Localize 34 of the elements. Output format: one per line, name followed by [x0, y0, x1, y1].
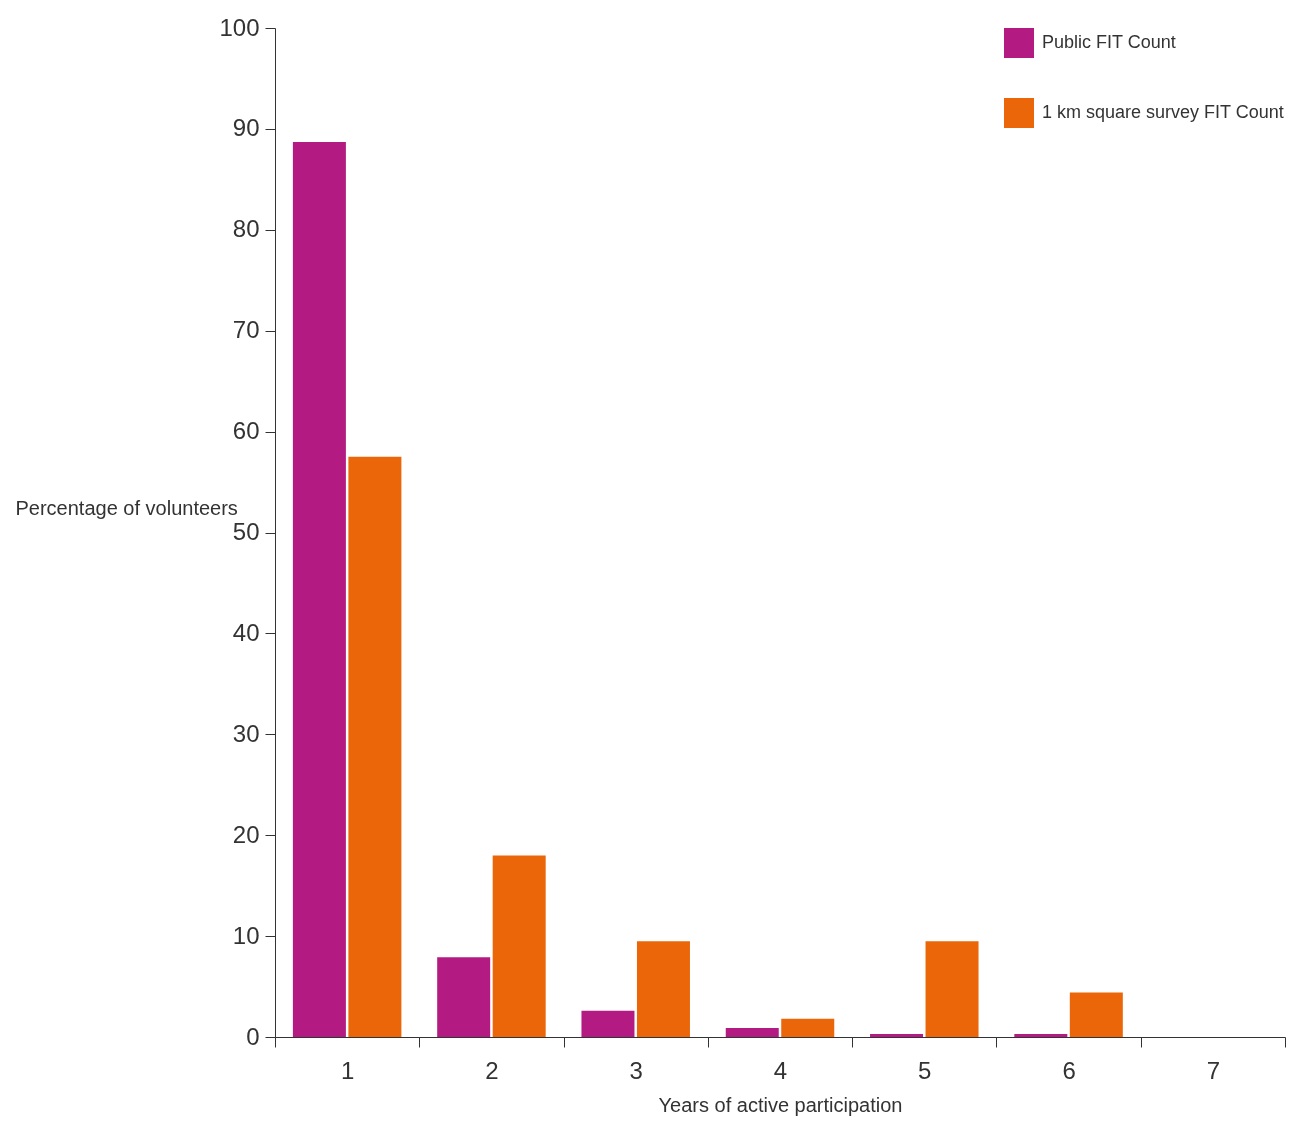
bar	[925, 941, 979, 1037]
x-axis-title: Years of active participation	[658, 1093, 903, 1116]
bar	[636, 941, 690, 1037]
y-axis-title: Percentage of volunteers	[15, 496, 238, 519]
y-tick-label: 50	[232, 518, 260, 545]
bar	[1014, 1033, 1068, 1037]
x-tick-label: 6	[1062, 1056, 1076, 1084]
bar	[870, 1033, 924, 1037]
bar	[492, 855, 546, 1037]
x-tick-label: 3	[629, 1056, 643, 1084]
bar	[725, 1027, 779, 1037]
x-tick-label: 1	[340, 1056, 355, 1084]
legend-label: 1 km square survey FIT Count	[1042, 102, 1284, 122]
y-tick-label: 80	[232, 215, 260, 243]
y-tick-label: 100	[219, 13, 260, 41]
x-tick-label: 2	[485, 1056, 499, 1084]
bar	[437, 957, 491, 1037]
bar	[1069, 992, 1123, 1037]
y-tick-label: 90	[232, 114, 260, 142]
bar	[348, 456, 402, 1037]
legend-label: Public FIT Count	[1042, 32, 1176, 52]
y-tick-label: 30	[232, 719, 260, 747]
y-tick-label: 10	[232, 921, 260, 949]
y-tick-label: 70	[232, 316, 260, 344]
x-tick-label: 4	[773, 1056, 788, 1084]
y-tick-label: 0	[246, 1022, 260, 1050]
y-tick-label: 20	[232, 820, 260, 848]
x-tick-label: 7	[1206, 1056, 1221, 1084]
bar	[292, 142, 346, 1037]
x-tick-label: 5	[918, 1056, 932, 1084]
y-tick-label: 40	[232, 618, 260, 646]
bar	[781, 1018, 835, 1037]
bar	[581, 1010, 635, 1037]
y-tick-label: 60	[232, 417, 260, 445]
